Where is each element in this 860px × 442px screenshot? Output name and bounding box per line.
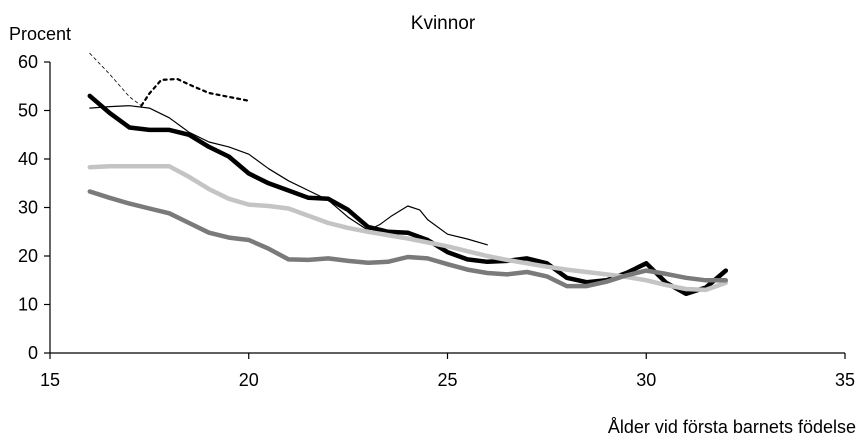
y-tick-label: 40 [18, 149, 38, 169]
series-line-4 [87, 93, 729, 297]
series-group [87, 52, 729, 297]
y-tick-label: 50 [18, 101, 38, 121]
y-tick-label: 60 [18, 52, 38, 72]
x-tick-label: 20 [239, 370, 259, 390]
series-line-6 [87, 189, 729, 289]
x-axis-label: Ålder vid första barnets födelse [608, 417, 856, 437]
series-line-2 [140, 77, 250, 107]
y-tick-label: 10 [18, 295, 38, 315]
series-line-1 [89, 52, 142, 107]
axes: 0 10 20 30 40 50 60 15 20 25 30 35 [18, 52, 855, 390]
y-tick-label: 0 [28, 343, 38, 363]
chart-title: Kvinnor [411, 13, 476, 34]
x-tick-label: 35 [835, 370, 855, 390]
series-line-3 [89, 105, 488, 246]
x-tick-label: 15 [40, 370, 60, 390]
x-tick-label: 30 [636, 370, 656, 390]
y-tick-label: 30 [18, 198, 38, 218]
y-axis-label: Procent [9, 24, 71, 44]
x-tick-label: 25 [437, 370, 457, 390]
y-tick-label: 20 [18, 246, 38, 266]
